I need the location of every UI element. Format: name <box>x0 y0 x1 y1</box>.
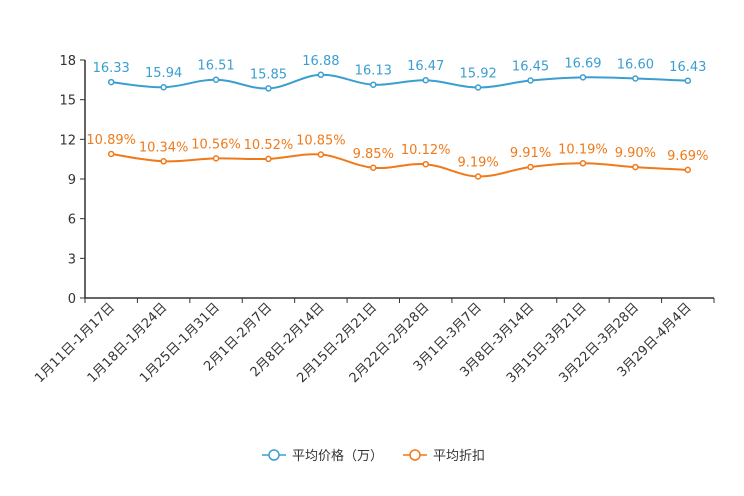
legend-item-1: 平均价格（万） <box>262 448 383 464</box>
data-label: 16.69 <box>564 56 601 71</box>
data-label: 9.85% <box>353 147 394 162</box>
data-point <box>474 173 482 180</box>
axes: 03691215181月11日-1月17日1月18日-1月24日1月25日-1月… <box>32 54 715 386</box>
data-point <box>160 83 167 91</box>
y-tick-label: 6 <box>68 213 76 228</box>
data-point <box>579 160 587 167</box>
legend-marker <box>409 449 421 461</box>
data-point <box>160 158 167 165</box>
legend-item-2: 平均折扣 <box>403 449 485 464</box>
data-point <box>474 84 482 91</box>
data-label: 9.90% <box>615 146 656 161</box>
data-label: 15.92 <box>460 67 497 82</box>
legend-label: 平均价格（万） <box>292 448 383 464</box>
data-label: 16.43 <box>669 60 706 75</box>
data-point <box>265 155 272 163</box>
data-label: 10.12% <box>401 143 451 158</box>
data-label: 16.47 <box>407 59 444 74</box>
y-tick-label: 3 <box>68 252 76 267</box>
data-point <box>527 163 534 171</box>
data-point <box>370 164 377 172</box>
data-label: 10.56% <box>191 137 241 152</box>
data-point <box>422 160 429 168</box>
data-point <box>579 74 587 81</box>
legend: 平均价格（万） 平均折扣 <box>262 448 485 464</box>
data-label: 15.94 <box>145 66 182 81</box>
series-layer: 16.33 15.94 16.51 15.85 16.88 16.13 16.47 15.92… <box>86 54 708 180</box>
data-label: 16.60 <box>617 58 654 73</box>
y-tick-label: 12 <box>59 133 76 148</box>
data-point <box>265 85 272 92</box>
data-point <box>107 150 115 158</box>
data-label: 16.33 <box>93 61 130 76</box>
y-tick-label: 9 <box>68 173 76 188</box>
data-label: 10.19% <box>558 142 608 157</box>
data-label: 16.88 <box>302 54 339 69</box>
data-point <box>107 78 115 86</box>
data-point <box>632 75 639 82</box>
y-tick-label: 0 <box>68 292 76 307</box>
data-label: 16.45 <box>512 59 549 74</box>
data-point <box>422 76 429 84</box>
series-1: 16.33 15.94 16.51 15.85 16.88 16.13 16.47 15.92… <box>93 54 706 92</box>
data-point <box>684 77 692 85</box>
data-point <box>632 163 639 171</box>
data-point <box>317 151 325 158</box>
data-point <box>212 76 220 83</box>
data-label: 15.85 <box>250 67 287 82</box>
series-line <box>111 153 688 178</box>
y-tick-label: 18 <box>59 54 76 69</box>
data-label: 9.19% <box>457 155 498 170</box>
data-point <box>370 81 377 88</box>
data-label: 10.34% <box>139 140 189 155</box>
data-label: 16.13 <box>355 64 392 79</box>
series-2: 10.89% 10.34% 10.56% 10.52% 10.85% 9.85% 10.12… <box>86 133 708 180</box>
legend-label: 平均折扣 <box>433 449 485 464</box>
data-point <box>212 155 220 162</box>
legend-marker <box>268 449 280 461</box>
data-label: 9.69% <box>667 149 708 164</box>
series-line <box>111 73 688 90</box>
y-tick-label: 15 <box>59 94 76 109</box>
data-point <box>684 166 692 174</box>
data-point <box>317 71 325 79</box>
data-label: 10.85% <box>296 134 346 149</box>
data-point <box>527 77 534 84</box>
data-label: 10.52% <box>244 138 294 153</box>
data-label: 16.51 <box>197 59 234 74</box>
data-label: 9.91% <box>510 146 551 161</box>
data-label: 10.89% <box>86 133 136 148</box>
